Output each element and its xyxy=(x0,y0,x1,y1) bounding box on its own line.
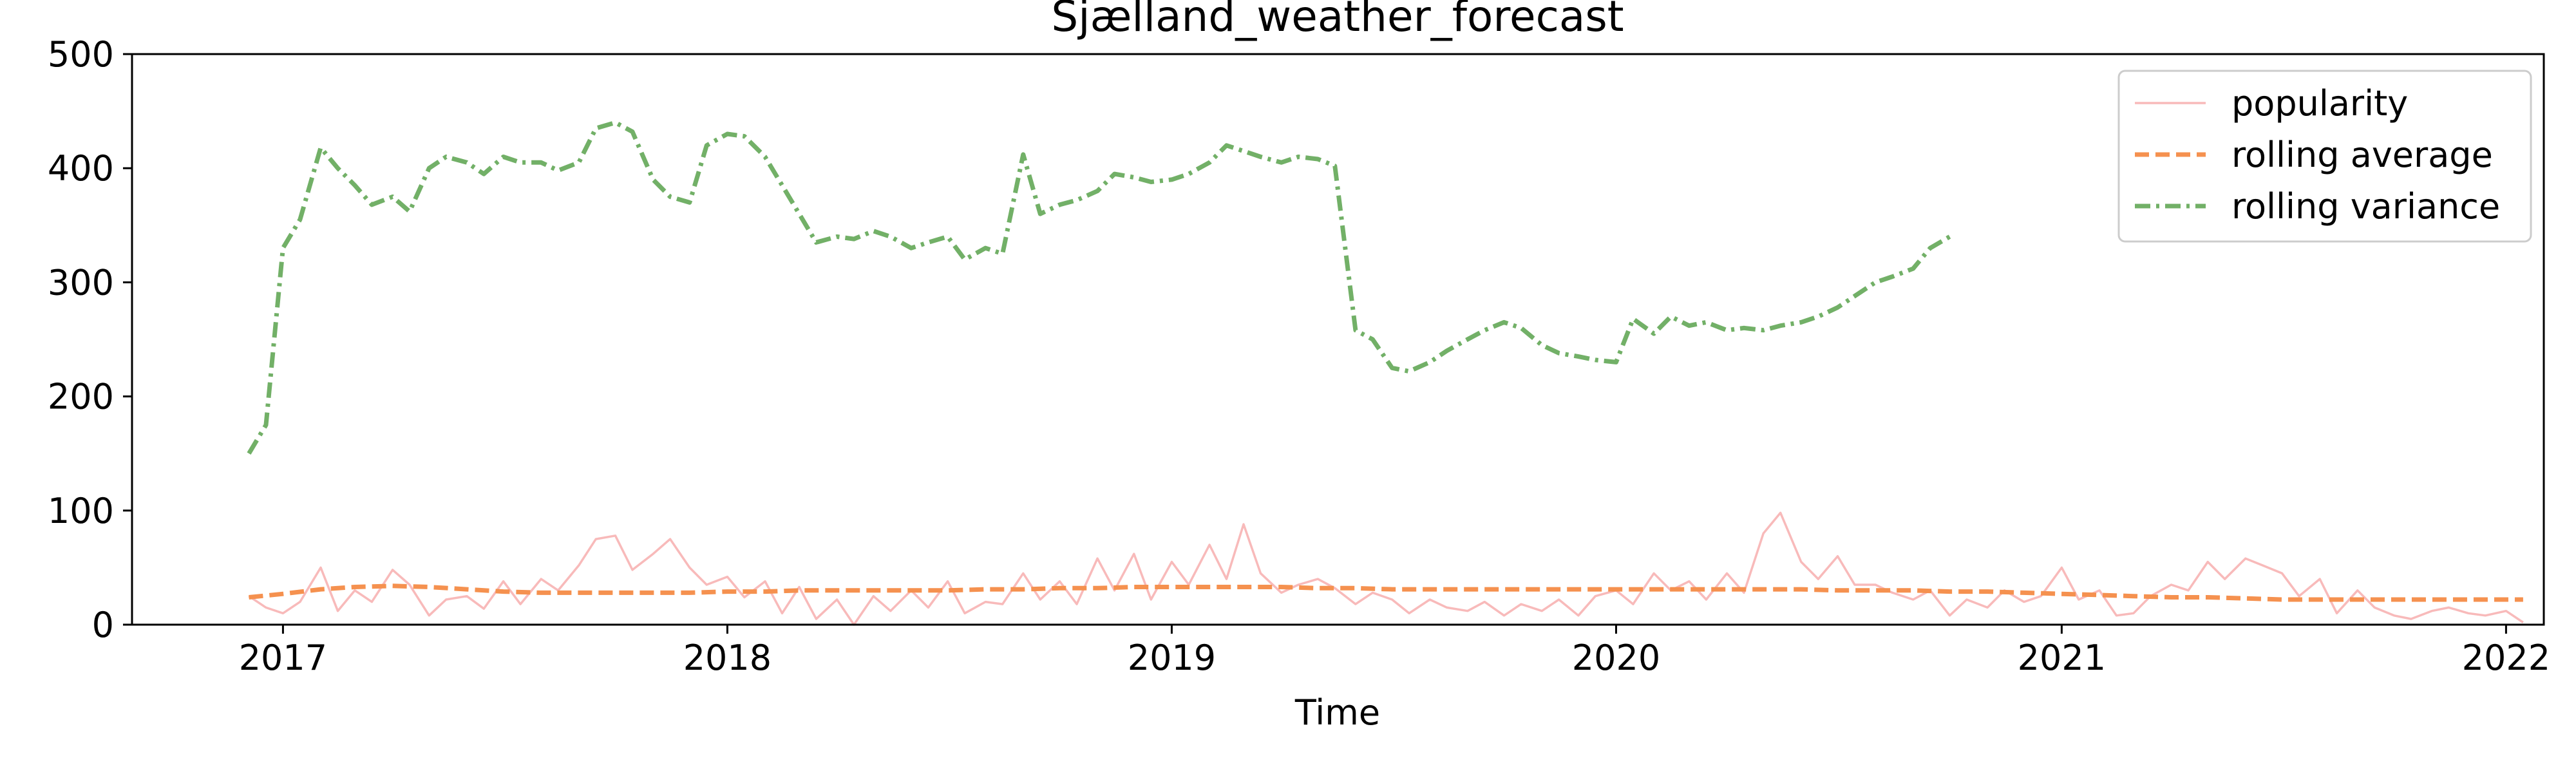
x-axis-label: Time xyxy=(1294,692,1380,733)
series-line-rolling-average xyxy=(249,583,2523,602)
y-tick-label: 400 xyxy=(48,148,114,189)
x-tick-label: 2018 xyxy=(683,638,772,678)
legend-label-rolling-average: rolling average xyxy=(2231,135,2493,175)
y-tick-label: 200 xyxy=(48,377,114,417)
series-line-popularity xyxy=(248,511,2524,626)
legend-label-rolling-variance: rolling variance xyxy=(2231,186,2500,227)
x-tick-label: 2019 xyxy=(1128,638,1216,678)
y-tick-label: 500 xyxy=(48,34,114,75)
legend-label-popularity: popularity xyxy=(2231,83,2408,124)
y-tick-label: 300 xyxy=(48,262,114,303)
x-tick-label: 2022 xyxy=(2462,638,2550,678)
series-line-rolling-variance xyxy=(247,120,1951,455)
legend-box xyxy=(2117,70,2532,243)
x-tick-label: 2017 xyxy=(239,638,327,678)
x-tick-label: 2020 xyxy=(1572,638,1660,678)
y-tick-label: 100 xyxy=(48,491,114,531)
chart-title: Sjælland_weather_forecast xyxy=(1051,0,1624,41)
y-tick-label: 0 xyxy=(92,605,114,645)
legend: popularity rolling average rolling varianc… xyxy=(2117,70,2532,243)
plot-area-frame xyxy=(131,53,2545,626)
x-tick-label: 2021 xyxy=(2018,638,2106,678)
